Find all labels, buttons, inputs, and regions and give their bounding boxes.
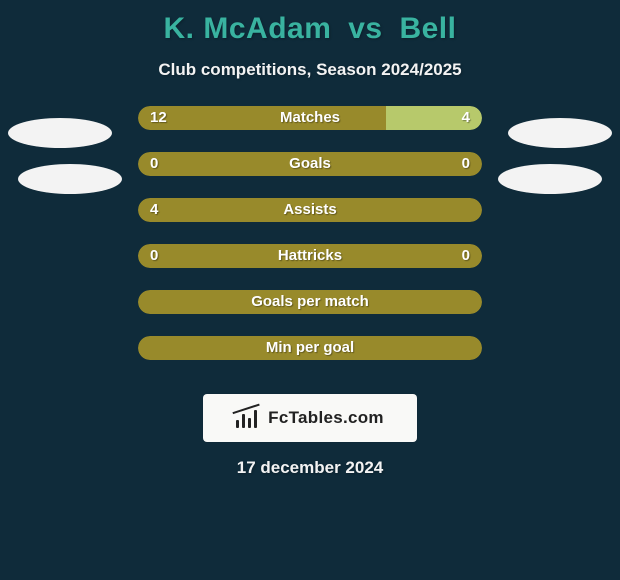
bar-seg-full: [138, 336, 482, 360]
stat-row: Min per goal: [138, 336, 482, 360]
title-player2: Bell: [399, 12, 456, 45]
stat-row: 00Hattricks: [138, 244, 482, 268]
team-logo-right-2: [498, 164, 602, 194]
team-logo-left-2: [18, 164, 122, 194]
title-vs: vs: [348, 12, 382, 45]
subtitle: Club competitions, Season 2024/2025: [0, 60, 620, 80]
stat-row: 4Assists: [138, 198, 482, 222]
title-player1: K. McAdam: [164, 12, 332, 45]
stat-row: Goals per match: [138, 290, 482, 314]
stat-row: 124Matches: [138, 106, 482, 130]
bar-seg-left: [138, 106, 386, 130]
bars-icon: [236, 408, 262, 428]
bar-seg-full: [138, 152, 482, 176]
page-title: K. McAdam vs Bell: [0, 12, 620, 46]
bars-container: 124Matches 00Goals 4Assists 00Hattricks Goal…: [138, 106, 482, 382]
bar-seg-right: [386, 106, 482, 130]
fctables-logo: FcTables.com: [203, 394, 417, 442]
bar-seg-full: [138, 290, 482, 314]
date-line: 17 december 2024: [0, 458, 620, 478]
bar-seg-full: [138, 198, 482, 222]
stat-row: 00Goals: [138, 152, 482, 176]
comparison-infographic: K. McAdam vs Bell Club competitions, Sea…: [0, 0, 620, 580]
team-logo-right-1: [508, 118, 612, 148]
team-logo-left-1: [8, 118, 112, 148]
bar-seg-full: [138, 244, 482, 268]
logo-text: FcTables.com: [268, 408, 384, 428]
